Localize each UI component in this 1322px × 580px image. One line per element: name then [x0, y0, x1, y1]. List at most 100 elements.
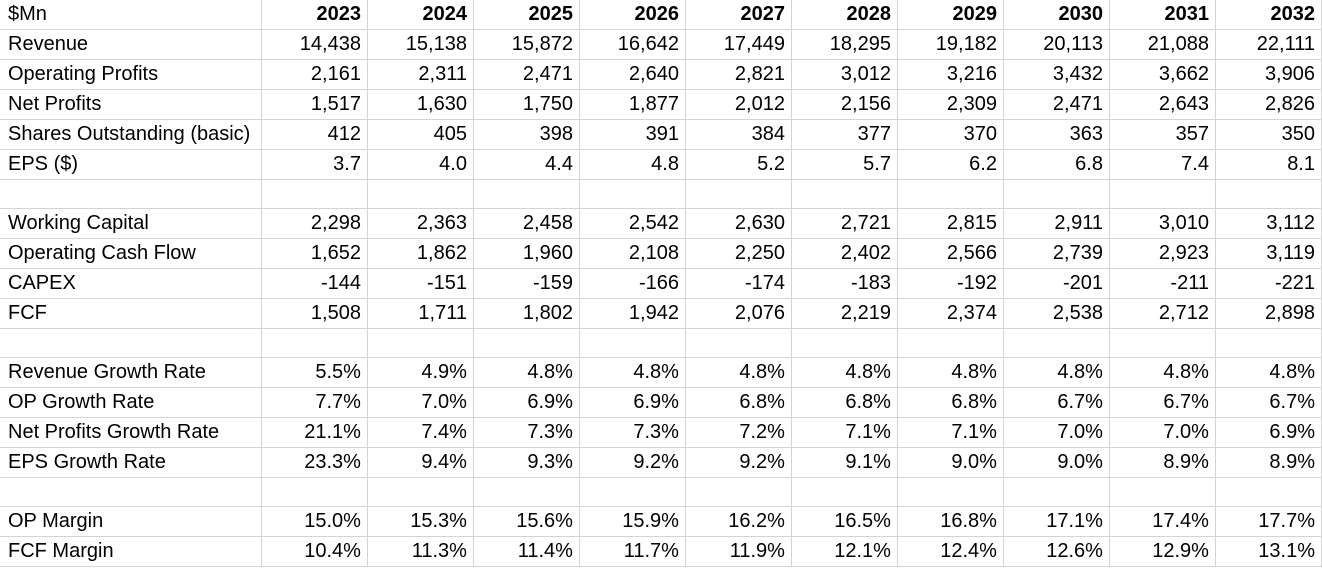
value-cell[interactable]: 6.7%	[1109, 387, 1216, 418]
value-cell[interactable]: 17.4%	[1109, 506, 1216, 537]
value-cell[interactable]: 4.8%	[1109, 357, 1216, 388]
value-cell[interactable]	[473, 477, 580, 507]
value-cell[interactable]: 2,374	[897, 298, 1004, 329]
value-cell[interactable]: 2,012	[685, 89, 792, 120]
value-cell[interactable]: -159	[473, 268, 580, 299]
value-cell[interactable]	[897, 179, 1004, 209]
value-cell[interactable]: 3,112	[1215, 208, 1322, 239]
value-cell[interactable]: 8.1	[1215, 149, 1322, 180]
row-label-cell[interactable]: Shares Outstanding (basic)	[0, 119, 262, 150]
value-cell[interactable]: 15.3%	[367, 506, 474, 537]
value-cell[interactable]: 5.7	[791, 149, 898, 180]
value-cell[interactable]: 1,652	[261, 238, 368, 269]
value-cell[interactable]: 2,076	[685, 298, 792, 329]
row-label-cell[interactable]: Net Profits	[0, 89, 262, 120]
value-cell[interactable]: 1,960	[473, 238, 580, 269]
row-label-cell[interactable]	[0, 328, 262, 358]
value-cell[interactable]: 3,010	[1109, 208, 1216, 239]
value-cell[interactable]: 2,826	[1215, 89, 1322, 120]
value-cell[interactable]: 4.8%	[1215, 357, 1322, 388]
value-cell[interactable]: 8.9%	[1109, 447, 1216, 478]
value-cell[interactable]: 2,311	[367, 59, 474, 90]
row-label-cell[interactable]: Revenue Growth Rate	[0, 357, 262, 388]
value-cell[interactable]: 7.2%	[685, 417, 792, 448]
value-cell[interactable]: 12.9%	[1109, 536, 1216, 567]
value-cell[interactable]: 16,642	[579, 29, 686, 60]
value-cell[interactable]: 2,250	[685, 238, 792, 269]
value-cell[interactable]: 2,471	[473, 59, 580, 90]
value-cell[interactable]: 1,942	[579, 298, 686, 329]
value-cell[interactable]: 11.3%	[367, 536, 474, 567]
value-cell[interactable]: 17.1%	[1003, 506, 1110, 537]
value-cell[interactable]	[897, 328, 1004, 358]
row-label-cell[interactable]: Operating Cash Flow	[0, 238, 262, 269]
value-cell[interactable]: 2,566	[897, 238, 1004, 269]
value-cell[interactable]: 2,471	[1003, 89, 1110, 120]
value-cell[interactable]	[1109, 328, 1216, 358]
value-cell[interactable]: 3,216	[897, 59, 1004, 90]
row-label-cell[interactable]: FCF	[0, 298, 262, 329]
value-cell[interactable]: 2,156	[791, 89, 898, 120]
value-cell[interactable]: -192	[897, 268, 1004, 299]
value-cell[interactable]: 2,402	[791, 238, 898, 269]
row-label-cell[interactable]: EPS Growth Rate	[0, 447, 262, 478]
value-cell[interactable]	[1003, 477, 1110, 507]
value-cell[interactable]: 7.1%	[791, 417, 898, 448]
year-header-cell[interactable]: 2024	[367, 0, 474, 30]
value-cell[interactable]: 357	[1109, 119, 1216, 150]
value-cell[interactable]	[367, 477, 474, 507]
value-cell[interactable]: 21.1%	[261, 417, 368, 448]
value-cell[interactable]: 4.4	[473, 149, 580, 180]
value-cell[interactable]: 6.8	[1003, 149, 1110, 180]
value-cell[interactable]: 4.8%	[897, 357, 1004, 388]
value-cell[interactable]: 9.2%	[685, 447, 792, 478]
value-cell[interactable]: 17,449	[685, 29, 792, 60]
value-cell[interactable]: 9.0%	[1003, 447, 1110, 478]
value-cell[interactable]: 2,458	[473, 208, 580, 239]
row-label-cell[interactable]: Operating Profits	[0, 59, 262, 90]
value-cell[interactable]: 1,877	[579, 89, 686, 120]
value-cell[interactable]: 4.8%	[1003, 357, 1110, 388]
value-cell[interactable]: 11.4%	[473, 536, 580, 567]
value-cell[interactable]: 1,517	[261, 89, 368, 120]
value-cell[interactable]	[1215, 328, 1322, 358]
value-cell[interactable]: 4.8%	[685, 357, 792, 388]
value-cell[interactable]: 15,872	[473, 29, 580, 60]
year-header-cell[interactable]: 2026	[579, 0, 686, 30]
value-cell[interactable]: -211	[1109, 268, 1216, 299]
value-cell[interactable]: 15,138	[367, 29, 474, 60]
value-cell[interactable]: 7.4	[1109, 149, 1216, 180]
row-label-cell[interactable]: Revenue	[0, 29, 262, 60]
value-cell[interactable]: 16.2%	[685, 506, 792, 537]
value-cell[interactable]: 2,538	[1003, 298, 1110, 329]
value-cell[interactable]: 7.4%	[367, 417, 474, 448]
row-label-cell[interactable]: OP Margin	[0, 506, 262, 537]
value-cell[interactable]: 1,630	[367, 89, 474, 120]
value-cell[interactable]: 1,802	[473, 298, 580, 329]
value-cell[interactable]: -174	[685, 268, 792, 299]
value-cell[interactable]	[261, 477, 368, 507]
value-cell[interactable]: 9.3%	[473, 447, 580, 478]
value-cell[interactable]: 7.7%	[261, 387, 368, 418]
value-cell[interactable]: 16.8%	[897, 506, 1004, 537]
year-header-cell[interactable]: 2028	[791, 0, 898, 30]
value-cell[interactable]	[367, 328, 474, 358]
value-cell[interactable]: 391	[579, 119, 686, 150]
value-cell[interactable]: 2,630	[685, 208, 792, 239]
value-cell[interactable]: -144	[261, 268, 368, 299]
value-cell[interactable]: 18,295	[791, 29, 898, 60]
value-cell[interactable]: 2,815	[897, 208, 1004, 239]
value-cell[interactable]: 3,906	[1215, 59, 1322, 90]
value-cell[interactable]: 1,711	[367, 298, 474, 329]
value-cell[interactable]: 8.9%	[1215, 447, 1322, 478]
value-cell[interactable]: 4.8%	[791, 357, 898, 388]
value-cell[interactable]: 3,119	[1215, 238, 1322, 269]
value-cell[interactable]	[685, 477, 792, 507]
value-cell[interactable]: 2,821	[685, 59, 792, 90]
value-cell[interactable]	[685, 179, 792, 209]
value-cell[interactable]: 6.9%	[579, 387, 686, 418]
value-cell[interactable]: 21,088	[1109, 29, 1216, 60]
value-cell[interactable]: 1,750	[473, 89, 580, 120]
value-cell[interactable]: 2,542	[579, 208, 686, 239]
value-cell[interactable]: 23.3%	[261, 447, 368, 478]
